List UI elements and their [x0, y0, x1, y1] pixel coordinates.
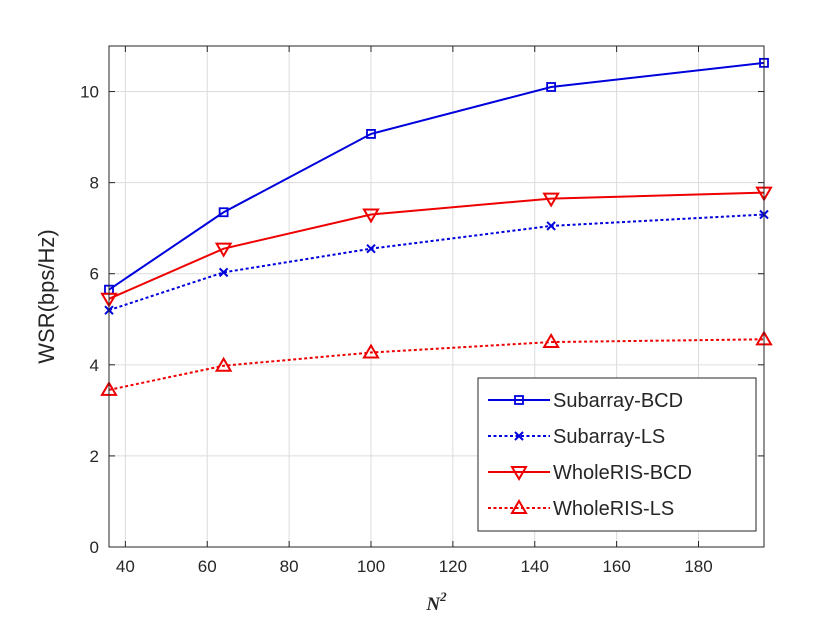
y-tick-label: 8	[90, 174, 99, 193]
data-point	[366, 129, 376, 139]
data-point	[362, 208, 380, 224]
legend-marker	[510, 499, 528, 514]
x-tick-label: 180	[684, 557, 712, 576]
series-line	[108, 191, 765, 300]
y-tick-label: 0	[90, 538, 99, 557]
plot-frame	[108, 45, 765, 548]
series-line	[108, 61, 765, 291]
y-axis-label: WSR(bps/Hz)	[34, 229, 59, 363]
x-tick-label: 40	[116, 557, 135, 576]
x-tick-label: 80	[280, 557, 299, 576]
data-point	[546, 221, 556, 231]
legend-marker	[510, 466, 528, 481]
data-point	[214, 356, 233, 372]
legend: Subarray-BCD Subarray-LS WholeRIS-BCD Whole…	[477, 377, 757, 532]
data-point	[542, 333, 560, 349]
x-tick-label: 120	[439, 557, 467, 576]
legend-label: WholeRIS-LS	[553, 498, 674, 520]
data-point	[214, 242, 233, 258]
y-tick-label: 6	[90, 265, 99, 284]
x-axis-label-base: N	[425, 594, 441, 615]
x-axis-label-superscript: 2	[439, 589, 447, 604]
y-tick-label: 4	[90, 356, 99, 375]
legend-label: Subarray-BCD	[553, 390, 683, 412]
x-tick-label: 100	[357, 557, 385, 576]
legend-label: WholeRIS-BCD	[553, 462, 692, 484]
series-line	[108, 338, 765, 391]
data-point	[218, 267, 229, 278]
data-point	[362, 343, 380, 359]
data-point	[366, 243, 376, 254]
legend-label: Subarray-LS	[553, 426, 665, 448]
legend-box	[477, 377, 757, 532]
data-point	[542, 192, 560, 208]
y-tick-label: 2	[90, 447, 99, 466]
x-tick-label: 140	[521, 557, 549, 576]
x-axis-label: N2	[425, 589, 447, 615]
legend-marker	[514, 395, 524, 405]
data-point	[546, 82, 557, 92]
y-tick-label: 10	[80, 83, 99, 102]
legend-marker	[514, 431, 524, 441]
axis-ticks: 40 60 80 100 120 140 160 180 0 2 4 6 8 10	[80, 46, 764, 576]
data-point	[218, 207, 229, 218]
x-tick-label: 160	[602, 557, 630, 576]
x-tick-label: 60	[198, 557, 217, 576]
